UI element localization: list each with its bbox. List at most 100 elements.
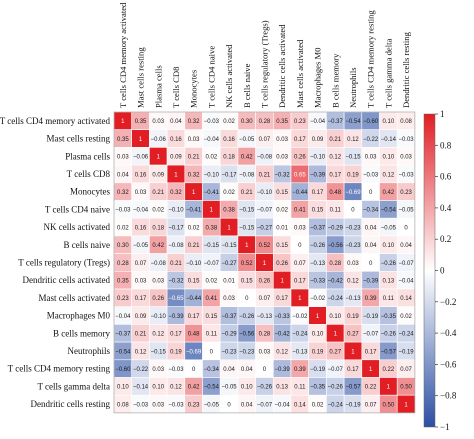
cell-value: 0.23 bbox=[117, 296, 129, 302]
cell-value: 0.12 bbox=[276, 349, 288, 355]
row-label: T cells CD4 memory activated bbox=[0, 116, 110, 126]
cell-value: −0.17 bbox=[221, 172, 237, 178]
cell-value: 0.02 bbox=[312, 402, 324, 408]
cell-value: −0.32 bbox=[168, 278, 184, 284]
row-label: B cells naive bbox=[64, 240, 111, 250]
cell-value: 0.30 bbox=[117, 243, 129, 249]
cell-value: 1 bbox=[351, 349, 355, 355]
cell-value: 0.10 bbox=[312, 332, 324, 338]
cell-value: 0.17 bbox=[329, 172, 341, 178]
cell-value: −0.24 bbox=[328, 402, 344, 408]
cell-value: 0.41 bbox=[294, 208, 306, 214]
cell-value: 0.03 bbox=[135, 190, 147, 196]
cell-value: −0.23 bbox=[345, 225, 361, 231]
cell-value: −0.03 bbox=[204, 119, 220, 125]
colorbar-tick-label: 0.8 bbox=[440, 140, 452, 150]
cell-value: −0.06 bbox=[133, 155, 149, 161]
row-label: Mast cells resting bbox=[47, 134, 111, 144]
colorbar-tick-label: −0.6 bbox=[440, 359, 457, 369]
cell-value: −0.07 bbox=[204, 261, 220, 267]
colorbar-tick-label: −0.8 bbox=[440, 391, 457, 401]
cell-value: 0.11 bbox=[206, 332, 218, 338]
cell-value: −0.37 bbox=[310, 225, 326, 231]
cell-value: 0.50 bbox=[400, 385, 412, 391]
colorbar-tick-label: 0.4 bbox=[440, 203, 452, 213]
cell-value: −0.26 bbox=[381, 261, 397, 267]
column-label: T cells gamma delta bbox=[383, 39, 393, 108]
cell-value: −0.05 bbox=[133, 243, 149, 249]
cell-value: −0.15 bbox=[239, 225, 255, 231]
cell-value: −0.26 bbox=[257, 385, 273, 391]
cell-value: 0.03 bbox=[347, 261, 359, 267]
cell-value: −0.29 bbox=[221, 332, 237, 338]
cell-value: 0.12 bbox=[347, 278, 359, 284]
cell-value: 0.18 bbox=[152, 225, 164, 231]
row-label: Monocytes bbox=[70, 187, 110, 197]
cell-value: −0.60 bbox=[115, 367, 131, 373]
cell-value: −0.02 bbox=[310, 296, 326, 302]
cell-value: 0.32 bbox=[188, 172, 200, 178]
cell-value: 0.09 bbox=[152, 172, 164, 178]
cell-value: 0 bbox=[298, 243, 302, 249]
row-label: B cells memory bbox=[53, 328, 110, 338]
cell-value: 0.02 bbox=[206, 155, 218, 161]
cell-value: 0.18 bbox=[223, 155, 235, 161]
cell-value: 1 bbox=[334, 332, 338, 338]
cell-value: 1 bbox=[404, 402, 408, 408]
cell-value: −0.13 bbox=[310, 261, 326, 267]
cell-value: 0.27 bbox=[329, 349, 341, 355]
row-label: T cells regulatory (Tregs) bbox=[18, 257, 110, 267]
cell-value: 0.07 bbox=[259, 137, 271, 143]
cell-value: 0.17 bbox=[188, 314, 200, 320]
cell-value: 1 bbox=[139, 137, 143, 143]
cell-value: 0 bbox=[210, 349, 214, 355]
cell-value: 0.19 bbox=[170, 349, 182, 355]
cell-value: 1 bbox=[316, 314, 320, 320]
cell-value: 0.17 bbox=[276, 296, 288, 302]
cell-value: 0.07 bbox=[135, 261, 147, 267]
row-label: Neutrophils bbox=[68, 346, 111, 356]
cell-value: −0.57 bbox=[381, 349, 397, 355]
cell-value: 0.28 bbox=[259, 332, 271, 338]
cell-value: 1 bbox=[157, 155, 161, 161]
column-label: Mast cells activated bbox=[295, 39, 305, 108]
cell-value: 0.21 bbox=[135, 332, 147, 338]
grid-border bbox=[113, 111, 416, 414]
cell-value: 0.19 bbox=[312, 349, 324, 355]
cell-value: −0.03 bbox=[168, 367, 184, 373]
cell-value: 0.16 bbox=[135, 172, 147, 178]
cell-value: 0.23 bbox=[294, 119, 306, 125]
cell-value: 0.50 bbox=[383, 402, 395, 408]
cell-value: 0.15 bbox=[276, 243, 288, 249]
colorbar-tick-label: 0 bbox=[440, 266, 445, 276]
cell-value: 0.26 bbox=[276, 261, 288, 267]
cell-value: 0.12 bbox=[152, 332, 164, 338]
column-label: Macrophages M0 bbox=[313, 48, 323, 108]
colorbar: 1 0.8 0.6 0.4 0.2 0 −0.2 −0.4 −0.6 −0.8 −1 bbox=[423, 109, 457, 432]
cell-value: 0.39 bbox=[294, 367, 306, 373]
column-label: B cells naive bbox=[242, 63, 252, 108]
cell-value: 0.17 bbox=[365, 349, 377, 355]
cell-value: 0.22 bbox=[365, 385, 377, 391]
cell-value: 0.02 bbox=[152, 208, 164, 214]
row-label: Mast cells activated bbox=[39, 293, 111, 303]
cell-value: 0.03 bbox=[294, 225, 306, 231]
cell-value: 0.35 bbox=[117, 278, 129, 284]
cell-value: −0.10 bbox=[310, 155, 326, 161]
cell-value: −0.22 bbox=[363, 137, 379, 143]
cell-value: 0.17 bbox=[294, 137, 306, 143]
cell-value: 0.26 bbox=[294, 155, 306, 161]
cell-value: −0.05 bbox=[381, 225, 397, 231]
cell-value: 0.35 bbox=[276, 119, 288, 125]
cell-value: 0.11 bbox=[330, 208, 342, 214]
row-label: T cells gamma delta bbox=[37, 381, 110, 391]
row-label: Dendritic cells resting bbox=[31, 399, 111, 409]
cell-value: −0.03 bbox=[168, 402, 184, 408]
cell-value: −0.57 bbox=[345, 385, 361, 391]
cell-value: 0.11 bbox=[294, 385, 306, 391]
row-labels: T cells CD4 memory activated Mast cells r… bbox=[0, 116, 110, 409]
row-label: Plasma cells bbox=[65, 151, 110, 161]
cell-value: 0.04 bbox=[365, 225, 377, 231]
cell-value: 0.13 bbox=[383, 278, 395, 284]
cell-value: 0.52 bbox=[241, 261, 253, 267]
